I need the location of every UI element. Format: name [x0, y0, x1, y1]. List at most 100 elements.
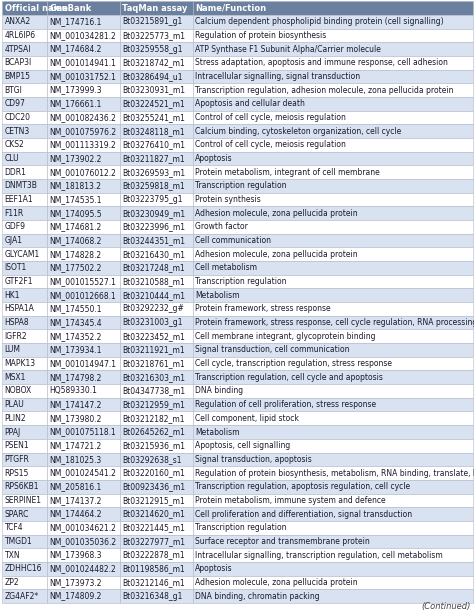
- Bar: [193, 343, 473, 357]
- Bar: [193, 84, 473, 97]
- Bar: [47, 15, 120, 29]
- Text: NM_174464.2: NM_174464.2: [49, 510, 102, 519]
- Text: Bt03210444_m1: Bt03210444_m1: [122, 291, 185, 300]
- Text: NM_001024482.2: NM_001024482.2: [49, 564, 116, 573]
- Bar: [193, 261, 473, 274]
- Text: Apoptosis and cellular death: Apoptosis and cellular death: [195, 99, 305, 108]
- Text: BCAP3I: BCAP3I: [5, 58, 32, 68]
- Bar: [120, 111, 193, 124]
- Text: NM_205816.1: NM_205816.1: [49, 482, 102, 491]
- Bar: [193, 29, 473, 42]
- Bar: [47, 69, 120, 84]
- Bar: [2, 330, 47, 343]
- Text: Bt03215891_g1: Bt03215891_g1: [122, 17, 182, 26]
- Text: RPS15: RPS15: [5, 468, 29, 478]
- Text: CDC20: CDC20: [5, 113, 31, 122]
- Bar: [2, 165, 47, 179]
- Bar: [47, 234, 120, 247]
- Text: Stress adaptation, apoptosis and immune response, cell adhesion: Stress adaptation, apoptosis and immune …: [195, 58, 448, 68]
- Bar: [2, 411, 47, 425]
- Bar: [120, 370, 193, 384]
- Bar: [120, 29, 193, 42]
- Bar: [2, 206, 47, 220]
- Bar: [193, 247, 473, 261]
- Bar: [120, 535, 193, 548]
- Bar: [47, 165, 120, 179]
- Text: Bt03222878_m1: Bt03222878_m1: [122, 551, 185, 559]
- Text: NM_174345.4: NM_174345.4: [49, 318, 102, 327]
- Text: Bt03225773_m1: Bt03225773_m1: [122, 31, 185, 40]
- Text: DDR1: DDR1: [5, 168, 27, 177]
- Text: Apoptosis: Apoptosis: [195, 564, 233, 573]
- Text: Regulation of protein biosynthesis: Regulation of protein biosynthesis: [195, 31, 327, 40]
- Text: Bt03212959_m1: Bt03212959_m1: [122, 400, 185, 409]
- Bar: [193, 220, 473, 234]
- Bar: [193, 466, 473, 480]
- Text: Apoptosis, cell signalling: Apoptosis, cell signalling: [195, 441, 291, 450]
- Text: NM_173999.3: NM_173999.3: [49, 85, 102, 95]
- Bar: [2, 29, 47, 42]
- Text: Bt03212182_m1: Bt03212182_m1: [122, 414, 185, 423]
- Text: Bt03220160_m1: Bt03220160_m1: [122, 468, 185, 478]
- Bar: [47, 425, 120, 439]
- Text: GDF9: GDF9: [5, 222, 26, 231]
- Text: Bt03212915_m1: Bt03212915_m1: [122, 496, 185, 505]
- Text: Bt03292638_s1: Bt03292638_s1: [122, 455, 182, 464]
- Text: CKS2: CKS2: [5, 141, 25, 149]
- Bar: [2, 507, 47, 521]
- Bar: [2, 274, 47, 289]
- Bar: [120, 398, 193, 411]
- Text: TXN: TXN: [5, 551, 20, 559]
- Text: CLU: CLU: [5, 154, 19, 163]
- Bar: [120, 274, 193, 289]
- Text: Bt03223795_g1: Bt03223795_g1: [122, 195, 183, 204]
- Bar: [47, 289, 120, 302]
- Bar: [193, 535, 473, 548]
- Text: Regulation of cell proliferation, stress response: Regulation of cell proliferation, stress…: [195, 400, 376, 409]
- Bar: [47, 97, 120, 111]
- Text: HQ589330.1: HQ589330.1: [49, 386, 97, 395]
- Bar: [47, 384, 120, 398]
- Bar: [2, 111, 47, 124]
- Text: Bt03248118_m1: Bt03248118_m1: [122, 126, 185, 136]
- Text: NM_174068.2: NM_174068.2: [49, 236, 102, 245]
- Text: NM_001031752.1: NM_001031752.1: [49, 72, 116, 81]
- Bar: [193, 124, 473, 138]
- Bar: [47, 480, 120, 494]
- Text: 4RL6IP6: 4RL6IP6: [5, 31, 36, 40]
- Text: NM_001075976.2: NM_001075976.2: [49, 126, 117, 136]
- Text: NM_001035036.2: NM_001035036.2: [49, 537, 117, 546]
- Bar: [47, 562, 120, 575]
- Bar: [47, 494, 120, 507]
- Bar: [2, 343, 47, 357]
- Bar: [2, 589, 47, 603]
- Bar: [193, 548, 473, 562]
- Text: BTGI: BTGI: [5, 85, 23, 95]
- Text: NM_001015527.1: NM_001015527.1: [49, 277, 116, 286]
- Bar: [193, 480, 473, 494]
- Bar: [2, 289, 47, 302]
- Text: NM_001034281.2: NM_001034281.2: [49, 31, 116, 40]
- Bar: [2, 1, 47, 15]
- Text: Intracellular signalling, transcription regulation, cell metabolism: Intracellular signalling, transcription …: [195, 551, 443, 559]
- Text: Bt03215936_m1: Bt03215936_m1: [122, 441, 185, 450]
- Text: GenBank: GenBank: [49, 4, 91, 12]
- Text: NM_001076012.2: NM_001076012.2: [49, 168, 116, 177]
- Bar: [2, 521, 47, 535]
- Text: DNMT3B: DNMT3B: [5, 181, 37, 190]
- Bar: [193, 398, 473, 411]
- Text: NM_001034621.2: NM_001034621.2: [49, 523, 116, 532]
- Text: HSPA1A: HSPA1A: [5, 305, 35, 313]
- Text: NM_174716.1: NM_174716.1: [49, 17, 102, 26]
- Bar: [120, 466, 193, 480]
- Bar: [193, 302, 473, 316]
- Bar: [2, 384, 47, 398]
- Text: BMP15: BMP15: [5, 72, 31, 81]
- Bar: [47, 179, 120, 193]
- Text: SPARC: SPARC: [5, 510, 29, 519]
- Text: Growth factor: Growth factor: [195, 222, 248, 231]
- Bar: [120, 1, 193, 15]
- Bar: [193, 330, 473, 343]
- Bar: [47, 138, 120, 152]
- Text: NM_173968.3: NM_173968.3: [49, 551, 102, 559]
